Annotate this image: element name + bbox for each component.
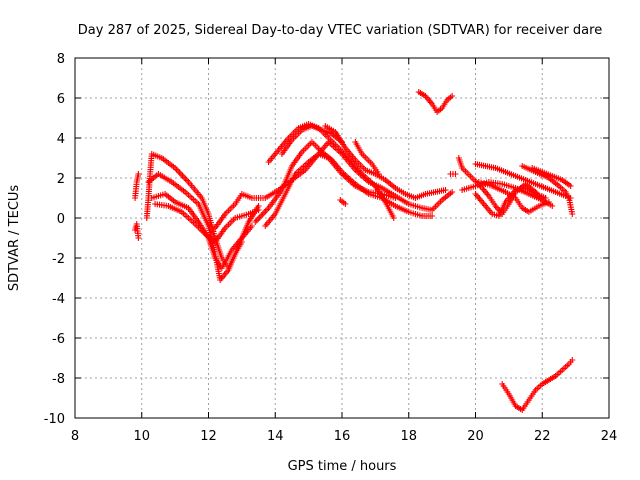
data-point-marker — [135, 235, 142, 241]
data-point-marker — [549, 203, 556, 209]
grid-layer — [75, 58, 609, 418]
y-tick-label: -2 — [52, 252, 65, 267]
data-point-marker — [569, 357, 576, 363]
y-axis-label: SDTVAR / TECUs — [7, 185, 22, 292]
y-tick-label: 4 — [57, 132, 65, 147]
data-point-marker — [248, 223, 255, 229]
data-point-marker — [569, 211, 576, 217]
data-point-marker — [135, 171, 142, 177]
data-point-marker — [449, 189, 456, 195]
data-point-marker — [255, 207, 262, 213]
data-point-marker — [375, 171, 382, 177]
y-tick-label: 8 — [57, 52, 65, 67]
data-point-marker — [567, 183, 574, 189]
x-tick-label: 14 — [267, 429, 284, 444]
x-tick-label: 12 — [200, 429, 217, 444]
data-point-marker — [542, 195, 549, 201]
data-point-marker — [545, 199, 552, 205]
x-tick-label: 10 — [133, 429, 150, 444]
x-tick-label: 16 — [334, 429, 351, 444]
data-point-marker — [392, 195, 399, 201]
y-tick-label: 2 — [57, 172, 65, 187]
data-point-marker — [390, 215, 397, 221]
y-tick-label: -4 — [52, 292, 65, 307]
x-axis-label: GPS time / hours — [288, 459, 397, 474]
x-tick-label: 22 — [534, 429, 551, 444]
x-tick-label: 18 — [400, 429, 417, 444]
y-tick-label: -8 — [52, 372, 65, 387]
data-point-marker — [442, 187, 449, 193]
y-tick-label: -10 — [44, 412, 65, 427]
x-tick-label: 24 — [601, 429, 618, 444]
y-tick-label: 6 — [57, 92, 65, 107]
x-tick-label: 20 — [467, 429, 484, 444]
data-point-marker — [449, 93, 456, 99]
x-tick-label: 8 — [71, 429, 79, 444]
data-point-marker — [452, 171, 459, 177]
chart-title: Day 287 of 2025, Sidereal Day-to-day VTE… — [78, 23, 602, 38]
y-tick-label: -6 — [52, 332, 65, 347]
data-point-marker — [429, 213, 436, 219]
y-tick-label: 0 — [57, 212, 65, 227]
data-markers — [132, 89, 576, 413]
data-point-marker — [342, 201, 349, 207]
